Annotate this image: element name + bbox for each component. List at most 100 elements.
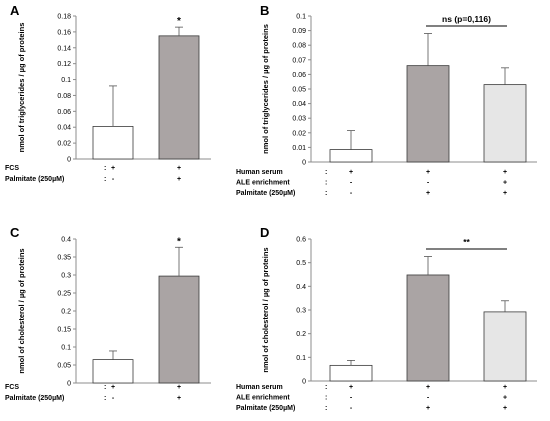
condition-mark: +: [426, 384, 430, 391]
condition-mark: +: [177, 176, 181, 183]
bar-col1: [92, 126, 134, 160]
panel-a: A 0 0.02 0.04 0.06 0.08 0.1 0.12 0.14 0.16 0.18 nmo…: [5, 3, 211, 183]
condition-mark: +: [503, 384, 507, 391]
condition-colon: :: [325, 190, 327, 197]
condition-mark: +: [503, 169, 507, 176]
panel-letter: A: [10, 3, 20, 18]
condition-label: FCS: [5, 165, 19, 172]
condition-mark: -: [350, 405, 353, 412]
y-tick-label: 0.3: [61, 273, 71, 280]
y-tick-label: 0.1: [296, 355, 306, 362]
condition-mark: +: [503, 395, 507, 402]
y-tick-label: 0.08: [57, 93, 71, 100]
condition-label: Palmitate (250µM): [5, 176, 64, 183]
y-tick-label: 0: [302, 379, 306, 386]
y-tick-label: 0.07: [292, 57, 306, 64]
condition-mark: +: [503, 190, 507, 197]
significance-star: *: [177, 236, 181, 247]
y-tick-label: 0.3: [296, 308, 306, 315]
condition-mark: -: [112, 176, 115, 183]
y-tick-label: 0.14: [57, 45, 71, 52]
condition-mark: +: [111, 384, 115, 391]
y-tick-label: 0.16: [57, 29, 71, 36]
y-tick-label: 0.35: [57, 255, 71, 262]
condition-label: ALE enrichment: [236, 395, 290, 402]
y-tick-label: 0: [302, 160, 306, 167]
condition-label: ALE enrichment: [236, 180, 290, 187]
y-tick-label: 0.1: [61, 77, 71, 84]
y-tick-label: 0.4: [296, 284, 306, 291]
condition-mark: +: [503, 180, 507, 187]
bar-col1: [92, 359, 134, 384]
y-tick-label: 0.03: [292, 116, 306, 123]
y-tick-label: 0.02: [292, 130, 306, 137]
bar-col1: [329, 364, 373, 382]
panel-letter: B: [260, 3, 269, 18]
panel-letter: C: [10, 225, 20, 240]
condition-colon: :: [104, 176, 106, 183]
y-tick-label: 0.04: [292, 101, 306, 108]
panel-d: D 0 0.1 0.2 0.3 0.4 0.5 0.6 nmol of cholesterol …: [236, 225, 537, 412]
y-axis-label: nmol of cholesterol / µg of proteins: [17, 248, 26, 373]
y-axis-label: nmol of triglycerides / µg of proteins: [261, 24, 270, 154]
condition-mark: +: [503, 405, 507, 412]
bar-col2: [158, 275, 200, 384]
y-tick-label: 0.05: [57, 363, 71, 370]
y-tick-label: 0.18: [57, 14, 71, 21]
comparison-label: ns (p=0,116): [442, 14, 491, 24]
condition-colon: :: [325, 180, 327, 187]
y-tick-label: 0.1: [296, 14, 306, 21]
condition-label: Palmitate (250µM): [5, 395, 64, 402]
condition-mark: +: [349, 384, 353, 391]
condition-mark: +: [426, 169, 430, 176]
condition-label: Palmitate (250µM): [236, 190, 295, 197]
y-tick-label: 0.6: [296, 237, 306, 244]
condition-mark: -: [350, 190, 353, 197]
panel-letter: D: [260, 225, 269, 240]
condition-mark: -: [112, 395, 115, 402]
condition-label: FCS: [5, 384, 19, 391]
condition-mark: -: [350, 180, 353, 187]
y-tick-label: 0.2: [296, 331, 306, 338]
y-tick-label: 0.08: [292, 43, 306, 50]
y-tick-label: 0.06: [292, 72, 306, 79]
comparison-label: **: [463, 237, 470, 247]
y-tick-label: 0.25: [57, 291, 71, 298]
condition-colon: :: [104, 384, 106, 391]
bar-col2: [406, 274, 450, 382]
condition-mark: +: [177, 165, 181, 172]
condition-colon: :: [325, 384, 327, 391]
panel-c: C 0 0.05 0.1 0.15 0.2 0.25 0.3 0.35 0.4 nmol of ch…: [5, 225, 211, 402]
y-tick-label: 0.02: [57, 141, 71, 148]
bar-col2: [158, 35, 200, 160]
condition-colon: :: [325, 395, 327, 402]
y-tick-label: 0.06: [57, 109, 71, 116]
y-tick-label: 0.2: [61, 309, 71, 316]
y-tick-label: 0.4: [61, 237, 71, 244]
y-tick-label: 0.15: [57, 327, 71, 334]
condition-colon: :: [325, 405, 327, 412]
condition-mark: -: [427, 180, 430, 187]
y-tick-label: 0.12: [57, 61, 71, 68]
panel-b: B 0 0.01 0.02 0.03 0.04 0.05 0.06 0.07 0.08 0.09 0.…: [236, 3, 537, 197]
y-tick-label: 0.04: [57, 125, 71, 132]
condition-mark: -: [350, 395, 353, 402]
y-axis-label: nmol of cholesterol / µg of proteins: [261, 247, 270, 372]
condition-mark: +: [177, 384, 181, 391]
y-tick-label: 0.05: [292, 87, 306, 94]
significance-star: *: [177, 16, 181, 27]
condition-mark: -: [427, 395, 430, 402]
condition-colon: :: [325, 169, 327, 176]
bar-col2: [406, 65, 450, 163]
y-tick-label: 0: [67, 381, 71, 388]
y-tick-label: 0.01: [292, 145, 306, 152]
condition-label: Palmitate (250µM): [236, 405, 295, 412]
bar-col1: [329, 149, 373, 163]
condition-mark: +: [349, 169, 353, 176]
condition-mark: +: [426, 190, 430, 197]
y-tick-label: 0.1: [61, 345, 71, 352]
condition-mark: +: [177, 395, 181, 402]
condition-mark: +: [426, 405, 430, 412]
condition-colon: :: [104, 165, 106, 172]
